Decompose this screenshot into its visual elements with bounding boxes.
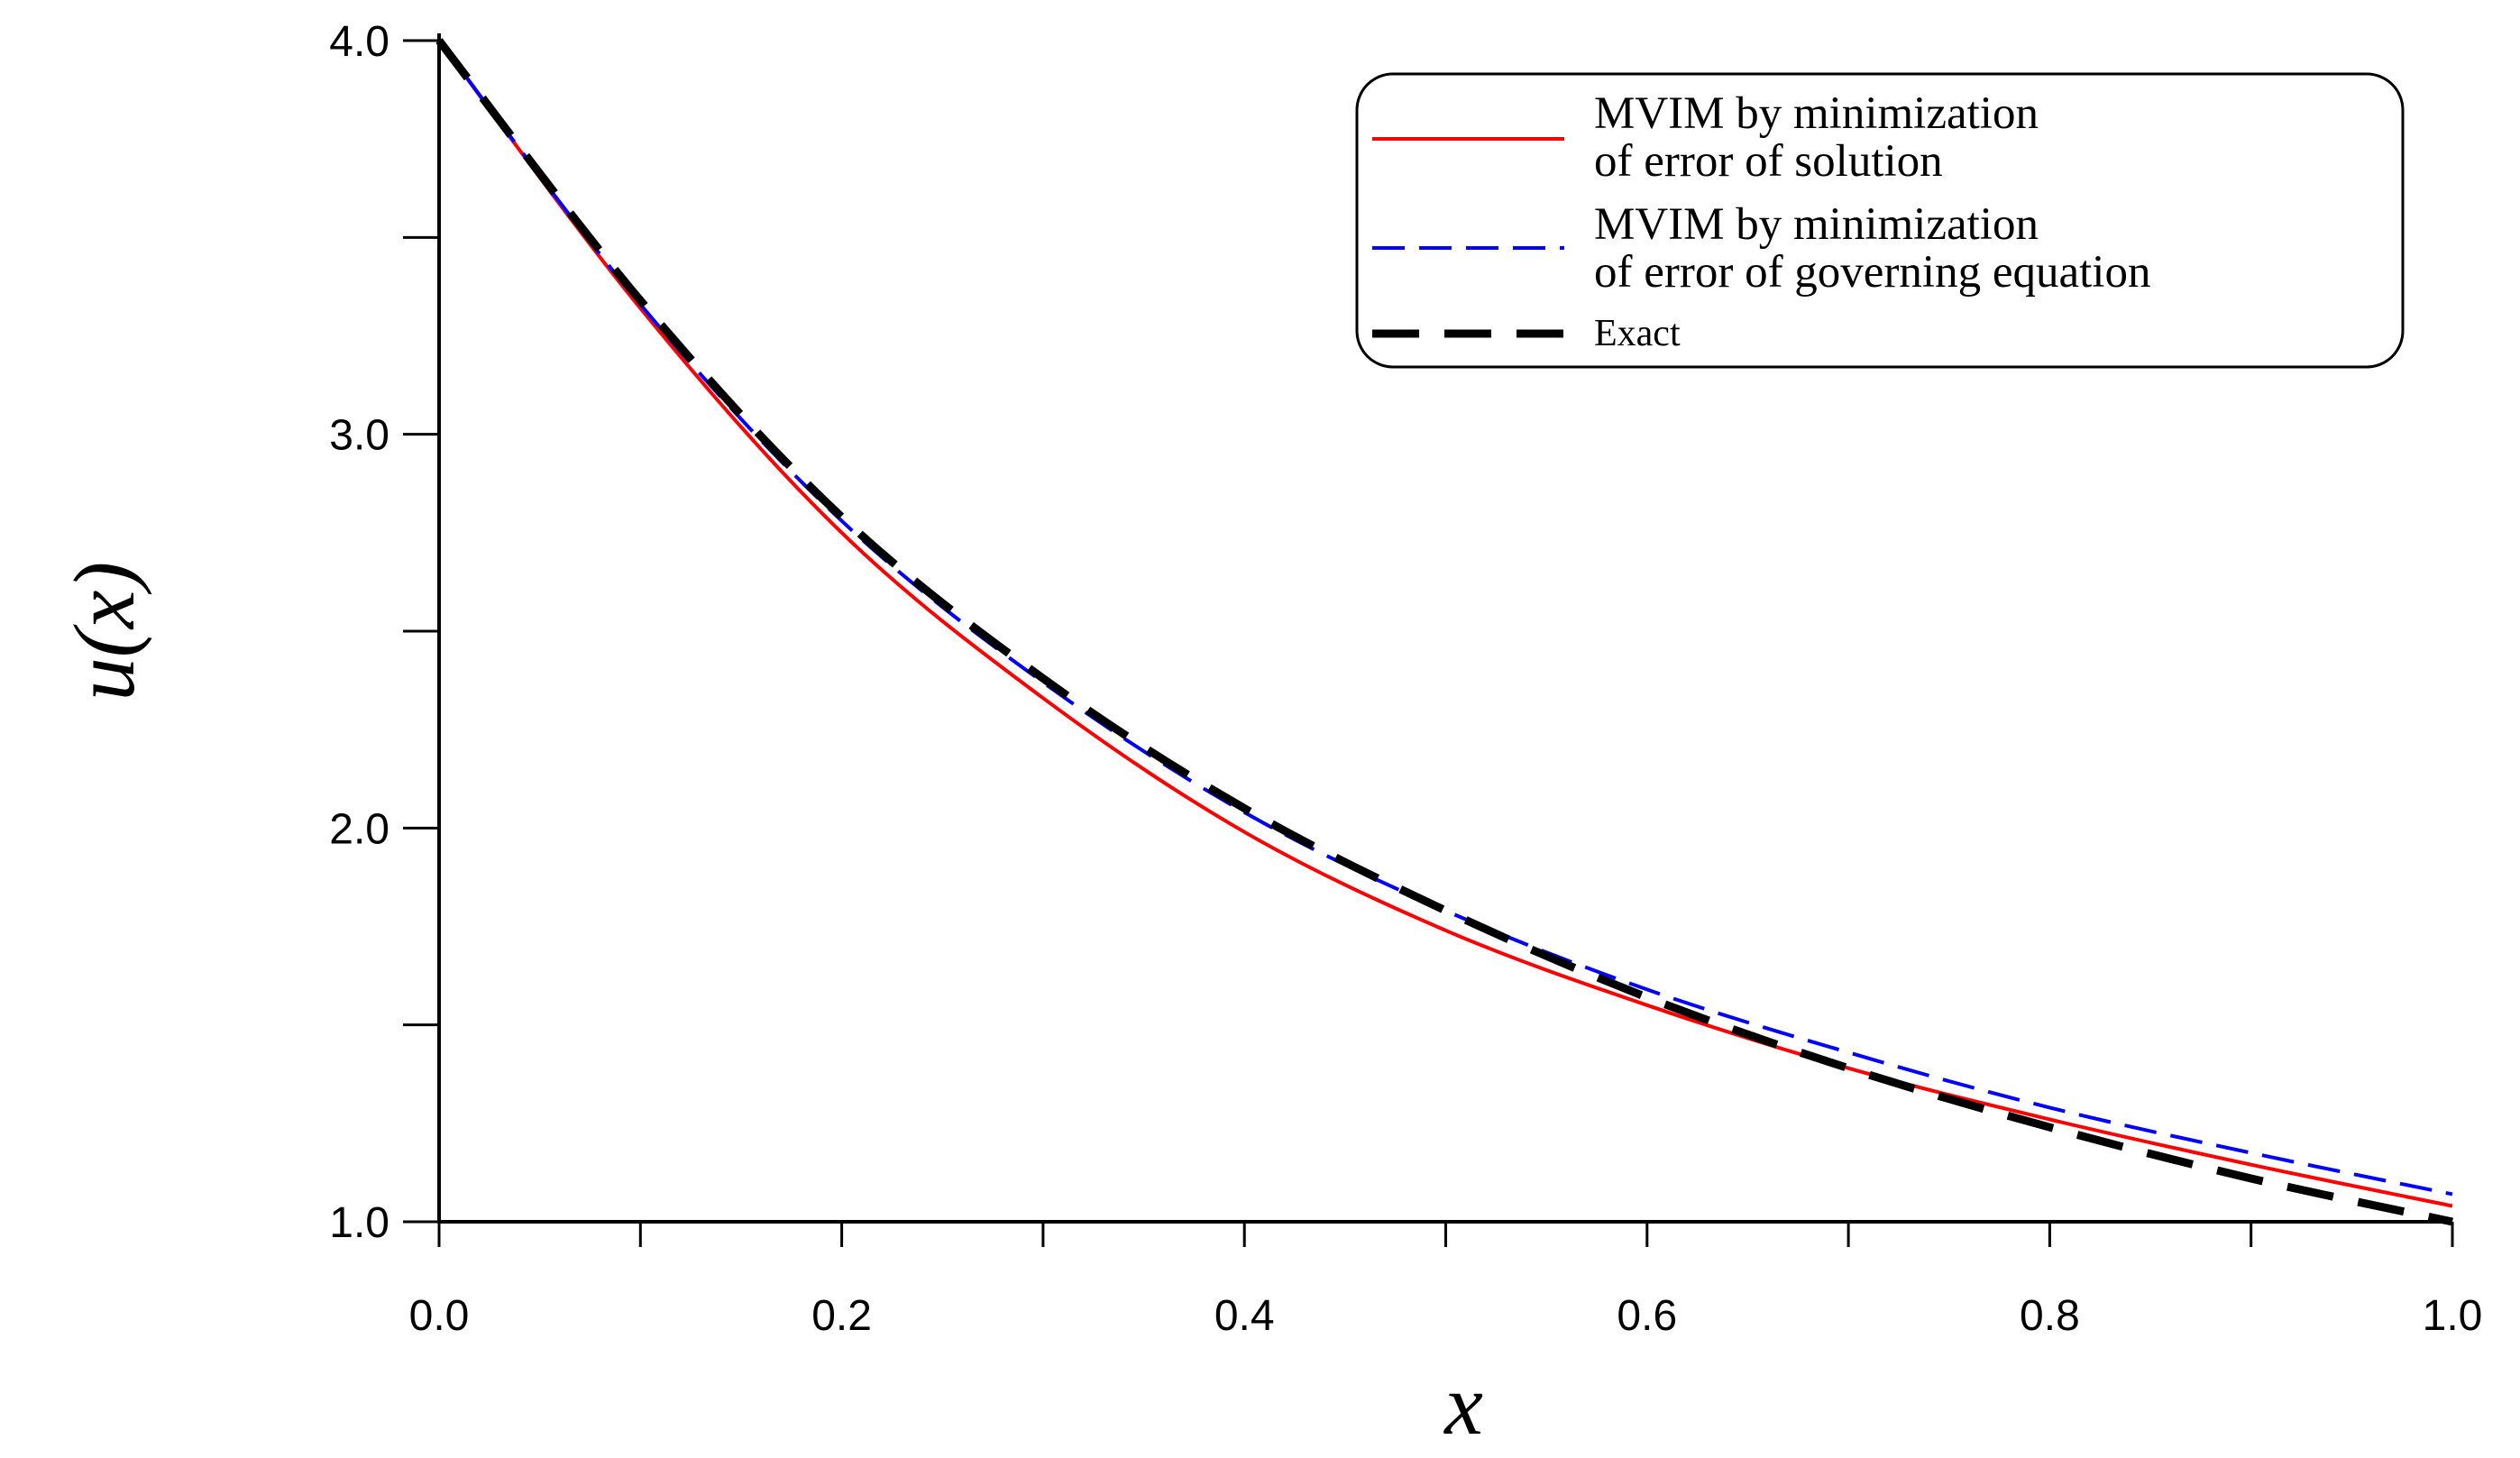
series-line-2 [437,39,2453,1197]
x-tick-label: 0.8 [2020,1292,2080,1340]
x-tick-label: 0.2 [811,1292,872,1340]
y-axis-title: u(x) [56,562,152,701]
x-tick-label: 0.0 [409,1292,470,1340]
y-tick-label: 4.0 [329,18,389,66]
legend-box [1355,72,2405,369]
legend-label-3: Exact [1594,313,1681,354]
y-tick-label: 2.0 [329,805,389,853]
legend-label-1: MVIM by minimization [1594,88,2039,139]
x-axis-title: x [1443,1356,1483,1453]
y-tick-label: 3.0 [329,412,389,460]
x-tick-label: 1.0 [2423,1292,2483,1340]
labels-group: 0.0 0.2 0.4 0.6 0.8 1.0 1.0 2.0 3.0 4.0 x u(x) [56,18,2482,1453]
y-tick-label: 1.0 [329,1199,389,1247]
series-line-1 [437,39,2453,1208]
x-tick-label: 0.4 [1214,1292,1275,1340]
axes [403,33,2454,1247]
legend-label-1: of error of solution [1594,136,1943,187]
legend-label-2: of error of governing equation [1594,247,2150,298]
series-group [435,38,2453,1226]
legend-label-2: MVIM by minimization [1594,199,2039,250]
x-tick-label: 0.6 [1617,1292,1677,1340]
series-line-3 [435,38,2453,1226]
